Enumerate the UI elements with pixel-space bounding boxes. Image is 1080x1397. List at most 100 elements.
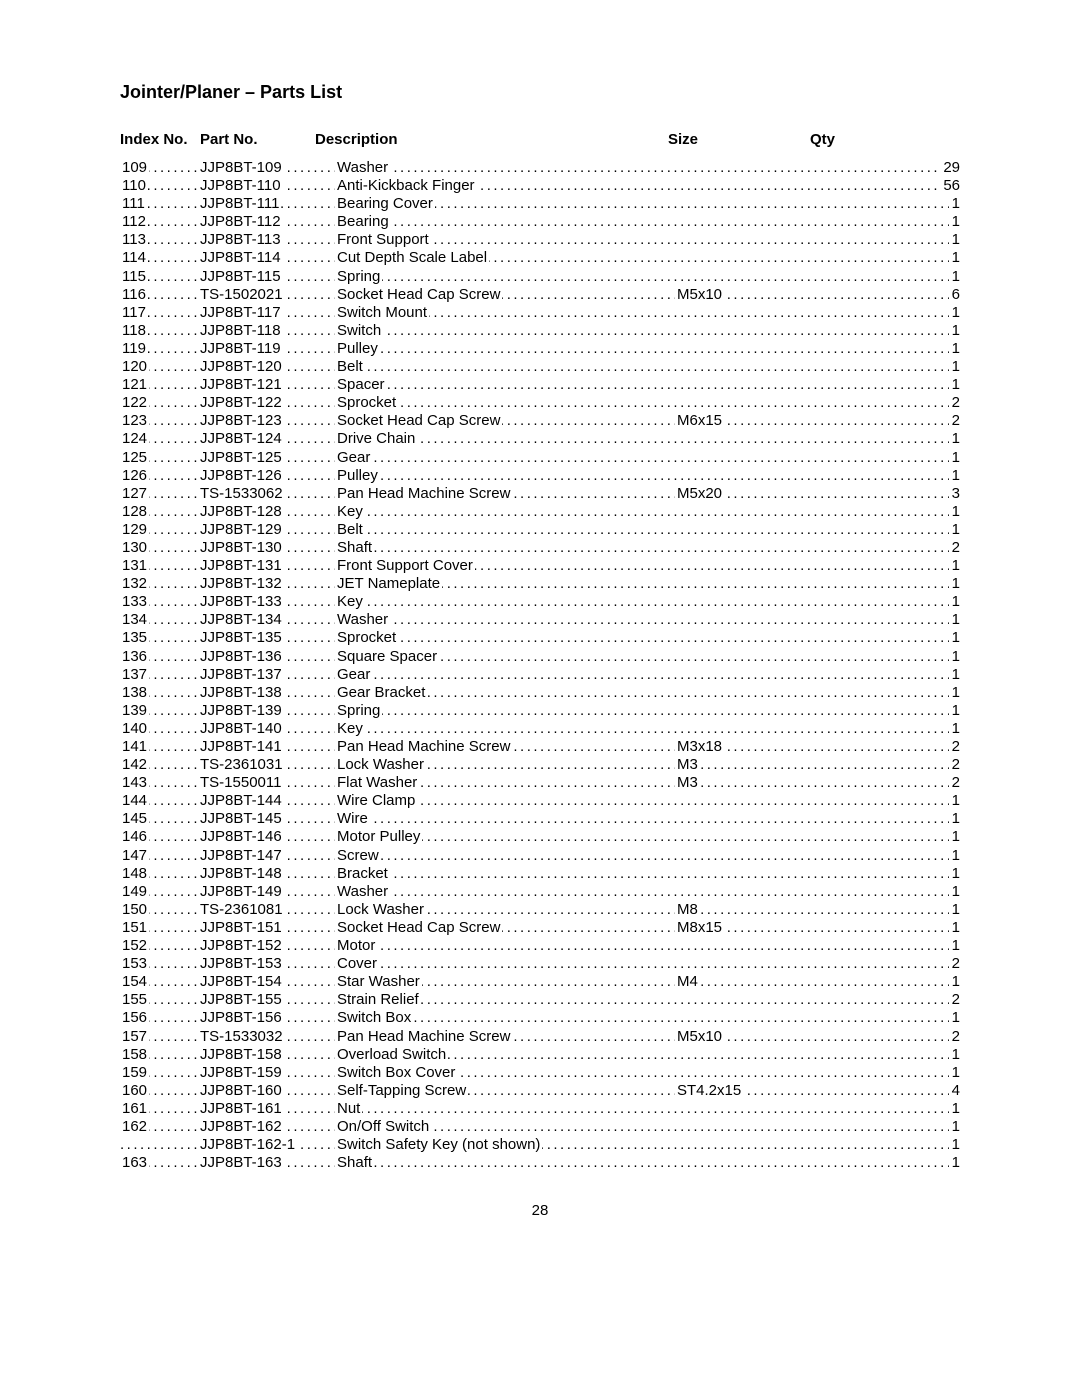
cell-qty: 2: [949, 955, 960, 973]
cell-qty: 1: [949, 304, 960, 322]
cell-size: M3x18: [675, 738, 724, 756]
cell-qty: 1: [949, 865, 960, 883]
table-row: ........................................…: [120, 358, 960, 376]
cell-part: JJP8BT-155: [198, 991, 284, 1009]
cell-qty: 1: [949, 828, 960, 846]
cell-part: JJP8BT-135: [198, 629, 284, 647]
cell-desc: Bearing: [335, 213, 391, 231]
cell-part: JJP8BT-123: [198, 412, 284, 430]
cell-desc: Gear Bracket: [335, 684, 427, 702]
cell-part: JJP8BT-162-1: [198, 1136, 297, 1154]
table-header: Index No. Part No. Description Size Qty: [120, 131, 960, 151]
cell-part: JJP8BT-113: [198, 231, 283, 249]
cell-qty: 1: [949, 231, 960, 249]
table-row: ........................................…: [120, 684, 960, 702]
cell-qty: 1: [949, 937, 960, 955]
cell-part: JJP8BT-112: [198, 213, 283, 231]
cell-desc: Front Support Cover: [335, 557, 475, 575]
cell-part: TS-2361031: [198, 756, 285, 774]
cell-qty: 1: [949, 1064, 960, 1082]
cell-index: 149: [120, 883, 149, 901]
cell-part: JJP8BT-118: [198, 322, 283, 340]
table-row: ........................................…: [120, 521, 960, 539]
cell-qty: 1: [949, 521, 960, 539]
table-row: ........................................…: [120, 503, 960, 521]
table-row: ........................................…: [120, 159, 960, 177]
cell-part: JJP8BT-137: [198, 666, 284, 684]
cell-index: 161: [120, 1100, 149, 1118]
cell-desc: Sprocket: [335, 629, 398, 647]
cell-part: JJP8BT-151: [198, 919, 284, 937]
cell-qty: 1: [949, 629, 960, 647]
cell-qty: 1: [949, 376, 960, 394]
cell-qty: 1: [949, 268, 960, 286]
cell-qty: 1: [949, 1046, 960, 1064]
cell-desc: Pulley: [335, 340, 380, 358]
cell-desc: Washer: [335, 611, 390, 629]
cell-part: TS-2361081: [198, 901, 285, 919]
cell-index: 140: [120, 720, 149, 738]
cell-qty: 1: [949, 919, 960, 937]
cell-part: JJP8BT-153: [198, 955, 284, 973]
table-row: ........................................…: [120, 268, 960, 286]
cell-part: JJP8BT-115: [198, 268, 283, 286]
cell-qty: 1: [949, 1136, 960, 1154]
cell-desc: Spring: [335, 268, 382, 286]
cell-part: TS-1502021: [198, 286, 285, 304]
cell-index: 142: [120, 756, 149, 774]
cell-part: JJP8BT-119: [198, 340, 283, 358]
cell-desc: Front Support: [335, 231, 431, 249]
table-row: ........................................…: [120, 394, 960, 412]
table-row: ........................................…: [120, 322, 960, 340]
cell-desc: Gear: [335, 449, 372, 467]
cell-desc: Strain Relief: [335, 991, 421, 1009]
cell-index: 125: [120, 449, 149, 467]
table-row: ........................................…: [120, 249, 960, 267]
cell-part: JJP8BT-130: [198, 539, 284, 557]
cell-desc: Spacer: [335, 376, 387, 394]
cell-qty: 1: [949, 684, 960, 702]
table-row: ........................................…: [120, 1009, 960, 1027]
cell-qty: 1: [949, 1118, 960, 1136]
table-row: ........................................…: [120, 1136, 960, 1154]
cell-desc: Self-Tapping Screw: [335, 1082, 468, 1100]
cell-index: 137: [120, 666, 149, 684]
cell-index: 147: [120, 847, 149, 865]
cell-part: JJP8BT-156: [198, 1009, 284, 1027]
cell-part: JJP8BT-120: [198, 358, 284, 376]
cell-desc: Socket Head Cap Screw: [335, 919, 502, 937]
cell-part: JJP8BT-141: [198, 738, 284, 756]
cell-part: JJP8BT-139: [198, 702, 284, 720]
cell-part: JJP8BT-110: [198, 177, 283, 195]
table-row: ........................................…: [120, 955, 960, 973]
page: Jointer/Planer – Parts List Index No. Pa…: [0, 0, 1080, 1259]
cell-part: JJP8BT-134: [198, 611, 284, 629]
cell-size: M5x10: [675, 1028, 724, 1046]
cell-qty: 1: [949, 611, 960, 629]
cell-index: 158: [120, 1046, 149, 1064]
cell-index: 160: [120, 1082, 149, 1100]
table-row: ........................................…: [120, 991, 960, 1009]
table-row: ........................................…: [120, 1046, 960, 1064]
cell-index: 132: [120, 575, 149, 593]
table-row: ........................................…: [120, 774, 960, 792]
cell-index: 143: [120, 774, 149, 792]
cell-index: 117: [120, 304, 148, 322]
cell-index: 150: [120, 901, 149, 919]
cell-qty: 1: [949, 358, 960, 376]
table-row: ........................................…: [120, 286, 960, 304]
cell-qty: 1: [949, 883, 960, 901]
cell-part: JJP8BT-124: [198, 430, 284, 448]
cell-qty: 29: [940, 159, 960, 177]
cell-part: JJP8BT-152: [198, 937, 284, 955]
cell-qty: 1: [949, 720, 960, 738]
table-row: ........................................…: [120, 467, 960, 485]
cell-part: JJP8BT-138: [198, 684, 284, 702]
cell-size: ST4.2x15: [675, 1082, 743, 1100]
cell-qty: 56: [940, 177, 960, 195]
cell-qty: 1: [949, 503, 960, 521]
cell-index: 119: [120, 340, 148, 358]
cell-index: 109: [120, 159, 149, 177]
cell-index: 122: [120, 394, 149, 412]
cell-qty: 6: [949, 286, 960, 304]
